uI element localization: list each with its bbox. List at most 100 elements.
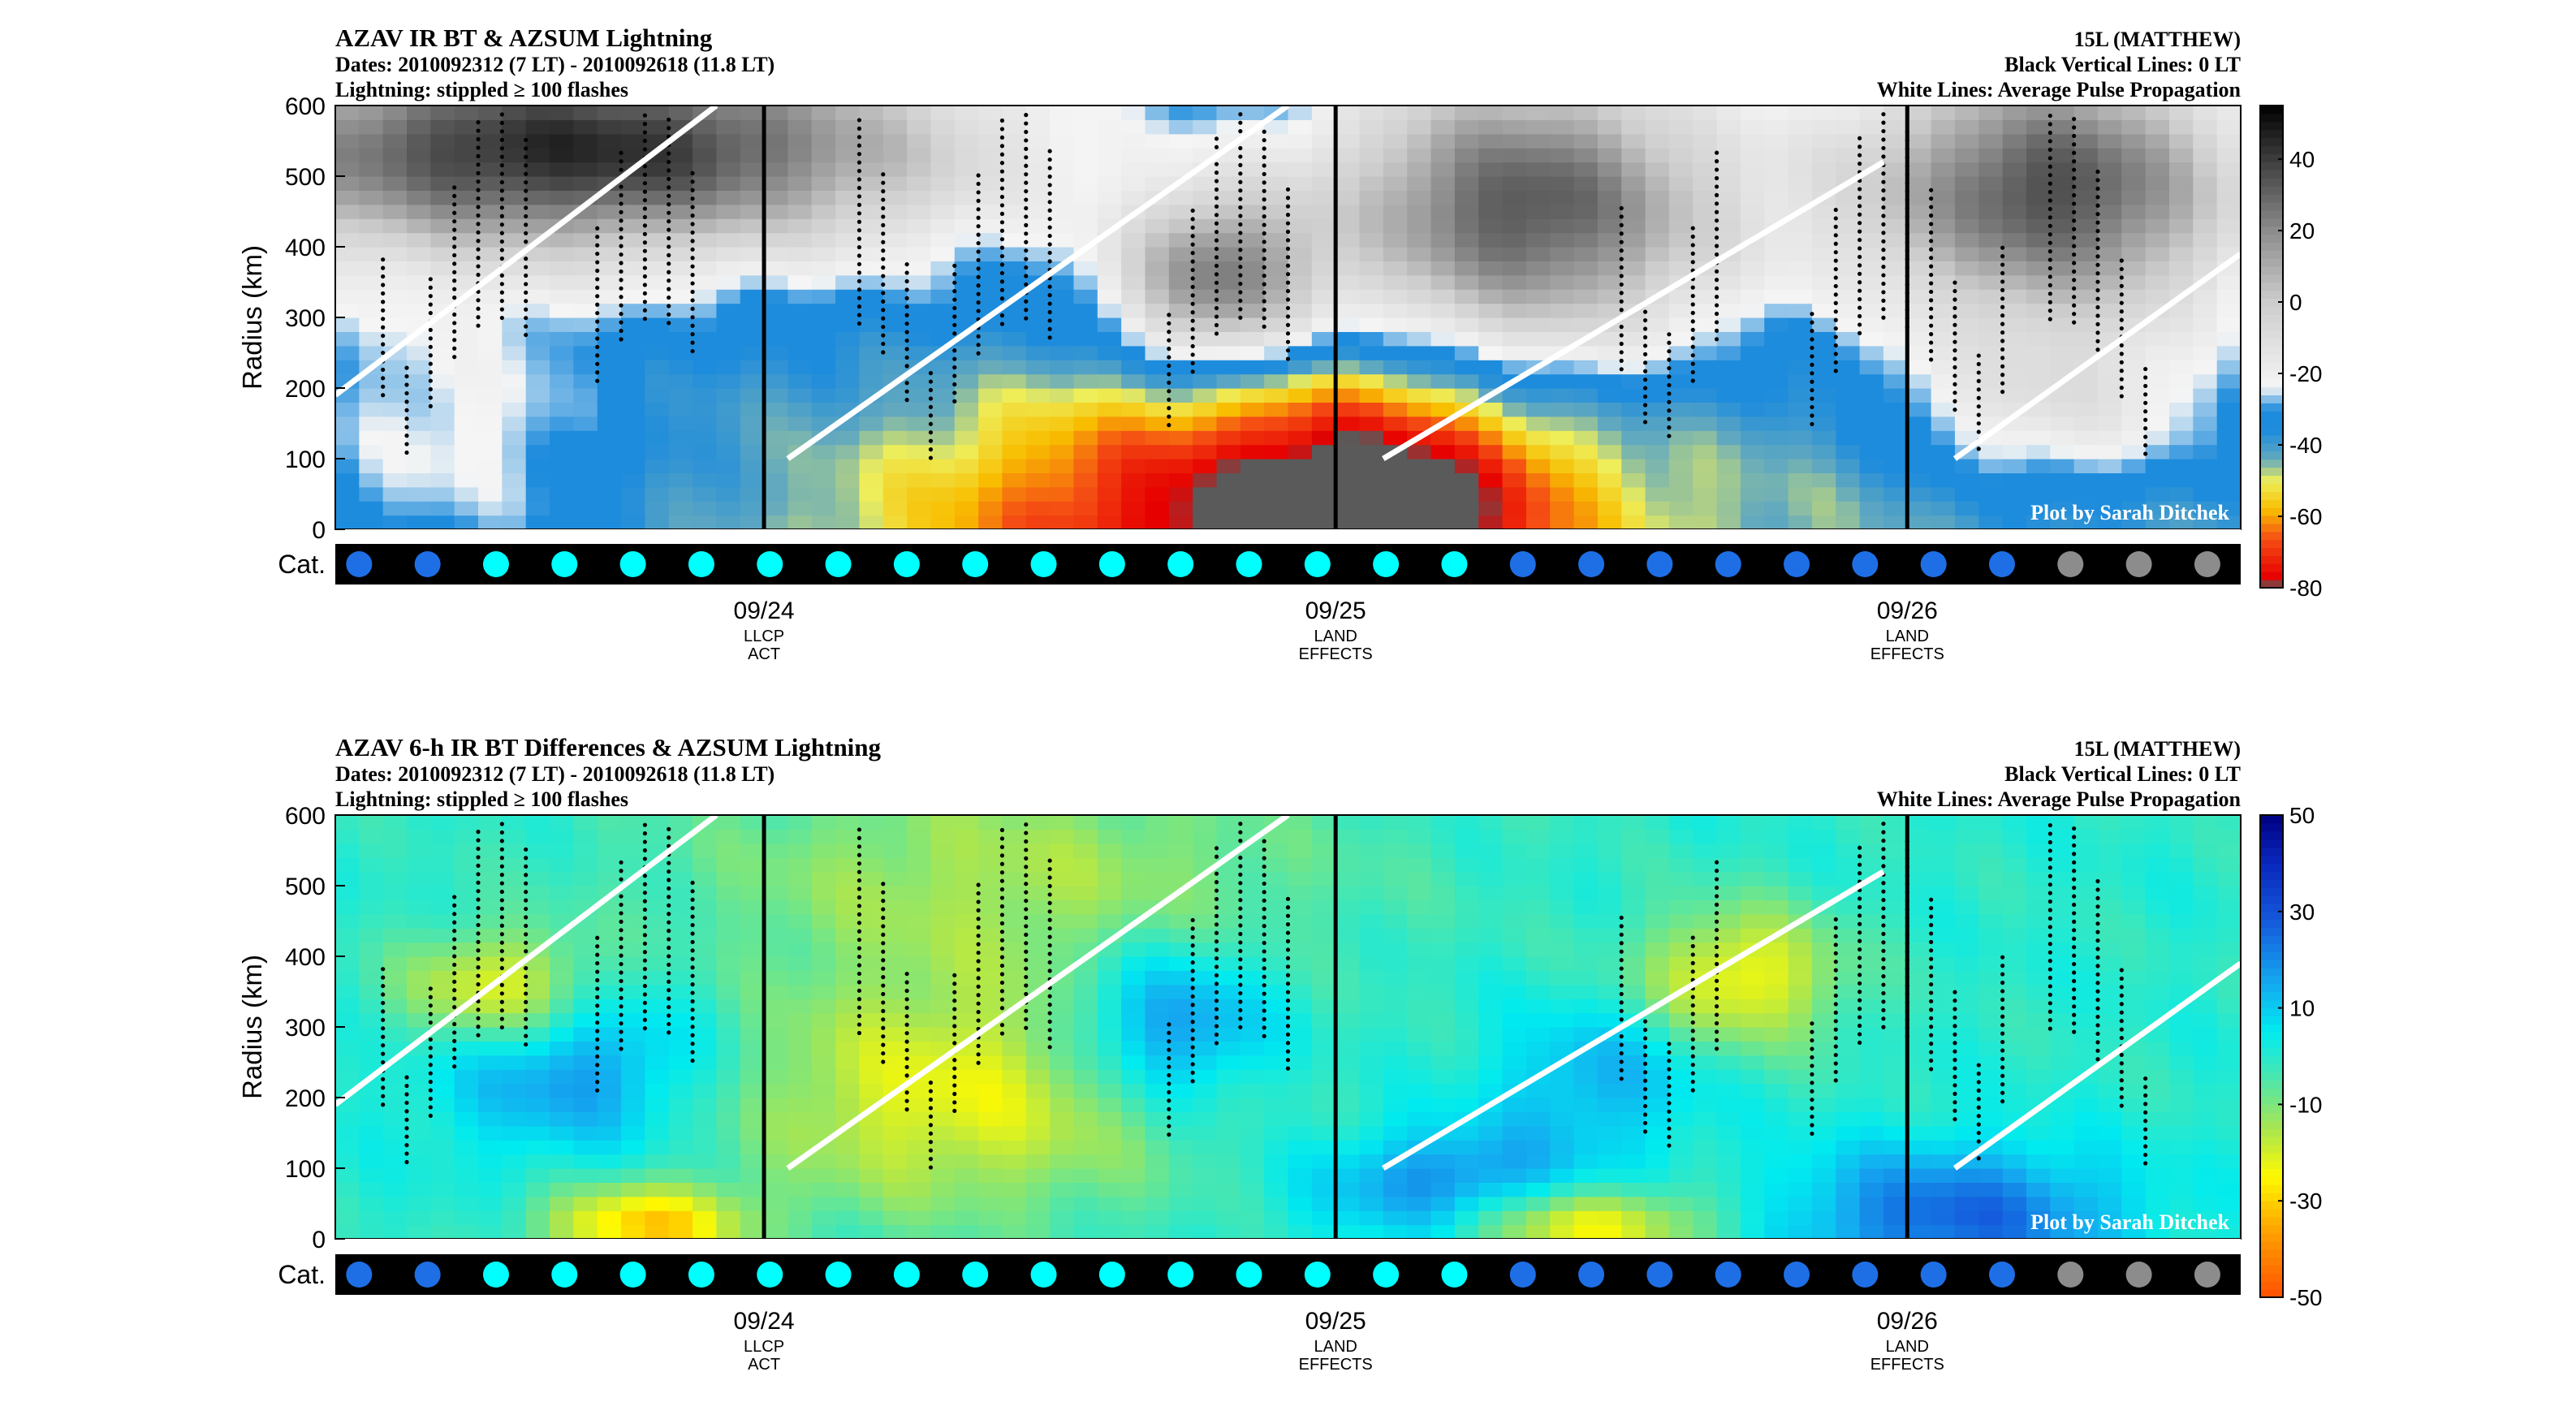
heatmap-cell	[1454, 289, 1479, 304]
heatmap-cell	[2002, 430, 2027, 446]
heatmap-cell	[2050, 444, 2075, 459]
stipple-dot	[2072, 150, 2077, 155]
category-dot	[482, 551, 509, 577]
heatmap-cell	[1550, 402, 1575, 417]
heatmap-cell	[1383, 871, 1408, 886]
heatmap-cell	[1168, 515, 1193, 530]
heatmap-cell	[1597, 218, 1622, 234]
stipple-dot	[1047, 208, 1052, 213]
heatmap-cell	[1978, 317, 2004, 332]
heatmap-cell	[478, 444, 503, 459]
heatmap-cell	[1454, 430, 1479, 446]
heatmap-cell	[1097, 1027, 1122, 1042]
stipple-dot	[1929, 332, 1934, 337]
heatmap-cell	[502, 501, 527, 516]
heatmap-cell	[1931, 317, 1956, 332]
stipple-dot	[1285, 238, 1291, 243]
heatmap-cell	[1145, 886, 1170, 900]
heatmap-cell	[907, 416, 932, 431]
heatmap-cell	[407, 119, 431, 135]
heatmap-cell	[882, 430, 908, 446]
heatmap-cell	[597, 289, 622, 304]
heatmap-cell	[764, 913, 789, 929]
heatmap-cell	[978, 176, 1003, 191]
heatmap-cell	[2193, 472, 2218, 488]
heatmap-cell	[764, 956, 789, 971]
heatmap-cell	[1454, 1210, 1479, 1226]
heatmap-cell	[1145, 1154, 1170, 1169]
heatmap-cell	[502, 289, 527, 304]
heatmap-cell	[1121, 1140, 1146, 1155]
heatmap-cell	[1073, 984, 1098, 999]
heatmap-cell	[1693, 360, 1718, 375]
heatmap-cell	[2026, 289, 2051, 304]
heatmap-cell	[1502, 1168, 1527, 1183]
stipple-dot	[976, 173, 981, 178]
heatmap-cell	[1002, 331, 1027, 347]
stipple-dot	[881, 282, 886, 287]
stipple-dot	[2072, 320, 2077, 325]
heatmap-cell	[1954, 416, 1979, 431]
heatmap-cell	[2002, 486, 2027, 502]
heatmap-cell	[382, 928, 408, 943]
heatmap-cell	[1264, 942, 1289, 957]
heatmap-cell	[1168, 218, 1193, 234]
heatmap-cell	[1693, 274, 1718, 290]
heatmap-cell	[1050, 1055, 1075, 1070]
stipple-dot	[1833, 207, 1838, 213]
heatmap-cell	[525, 317, 550, 332]
stipple-dot	[1952, 382, 1957, 386]
heatmap-cell	[1264, 162, 1289, 177]
stipple-dot	[1214, 272, 1219, 277]
heatmap-cell	[550, 133, 574, 149]
heatmap-cell	[1383, 815, 1408, 830]
stipple-dot	[1881, 137, 1886, 142]
heatmap-cell	[597, 119, 622, 135]
stipple-dot	[1262, 316, 1266, 321]
heatmap-cell	[1478, 218, 1504, 234]
heatmap-cell	[2050, 472, 2075, 488]
heatmap-cell	[454, 218, 479, 234]
heatmap-cell	[811, 261, 836, 276]
stipple-dot	[904, 295, 909, 300]
stipple-dot	[1238, 205, 1243, 210]
stipple-dot	[928, 371, 934, 376]
heatmap-cell	[1050, 984, 1075, 999]
heatmap-cell	[1668, 472, 1694, 488]
stipple-dot	[667, 151, 671, 156]
stipple-dot	[2047, 206, 2052, 212]
heatmap-cell	[882, 1182, 908, 1197]
heatmap-cell	[1097, 303, 1122, 318]
heatmap-cell	[740, 345, 765, 360]
heatmap-cell	[1740, 247, 1765, 261]
stipple-dot	[452, 193, 457, 198]
heatmap-cell	[1478, 472, 1504, 488]
heatmap-cell	[1478, 133, 1504, 149]
heatmap-cell	[1693, 515, 1718, 530]
heatmap-cell	[621, 1055, 645, 1070]
stipple-dot	[999, 279, 1005, 284]
heatmap-cell	[716, 871, 741, 886]
heatmap-cell	[2168, 218, 2194, 234]
heatmap-cell	[1145, 815, 1170, 830]
heatmap-cell	[2121, 515, 2147, 530]
heatmap-cell	[573, 218, 598, 234]
heatmap-cell	[1240, 373, 1265, 389]
heatmap-cell	[454, 1168, 479, 1183]
heatmap-cell	[859, 388, 884, 403]
heatmap-cell	[835, 261, 861, 276]
heatmap-cell	[1502, 303, 1527, 318]
stipple-dot	[1714, 311, 1719, 317]
stipple-dot	[452, 261, 457, 266]
heatmap-cell	[478, 1083, 503, 1098]
heatmap-cell	[382, 247, 408, 261]
heatmap-cell	[1693, 247, 1718, 261]
heatmap-cell	[1383, 190, 1408, 205]
heatmap-cell	[740, 148, 765, 163]
heatmap-cell	[1907, 459, 1932, 473]
stipple-dot	[2072, 218, 2077, 223]
stipple-dot	[1285, 314, 1291, 319]
heatmap-cell	[835, 317, 861, 332]
heatmap-cell	[1454, 190, 1479, 205]
heatmap-cell	[1954, 261, 1979, 276]
